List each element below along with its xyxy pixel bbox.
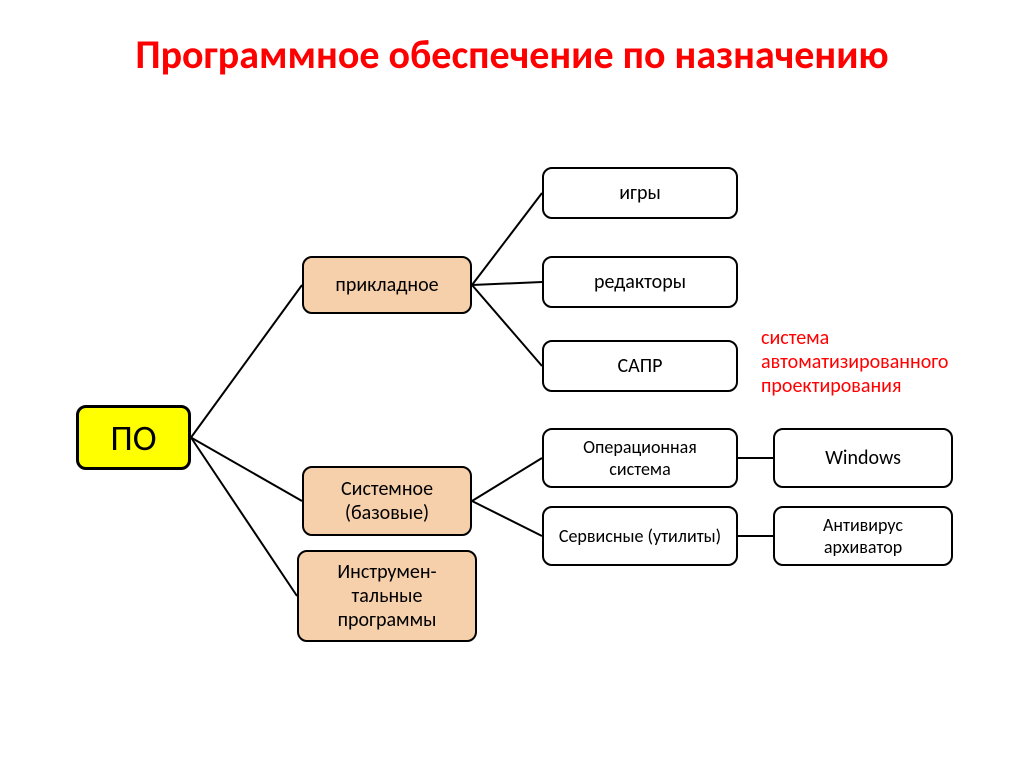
node-os: Операционная система [542, 428, 738, 488]
page-title: Программное обеспечение по назначению [0, 32, 1024, 78]
node-utilities: Сервисные (утилиты) [542, 506, 738, 566]
node-applied: прикладное [302, 256, 472, 314]
node-windows: Windows [773, 428, 953, 488]
node-games: игры [542, 167, 738, 219]
node-antivirus: Антивирус архиватор [773, 506, 953, 566]
node-tools: Инструмен-тальные программы [297, 550, 477, 642]
node-editors: редакторы [542, 256, 738, 308]
node-system: Системное (базовые) [302, 466, 472, 536]
node-sapr: САПР [542, 340, 738, 392]
sapr-annotation: система автоматизированного проектирован… [761, 326, 948, 398]
node-root: ПО [76, 405, 191, 470]
